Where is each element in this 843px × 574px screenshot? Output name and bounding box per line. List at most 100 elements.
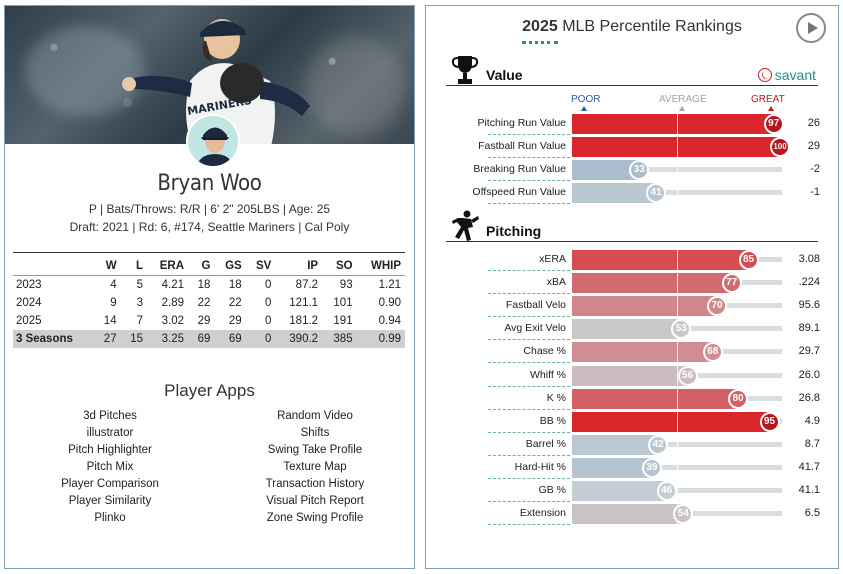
stats-cell: 69	[214, 329, 246, 348]
percentile-bar	[572, 250, 751, 270]
percentile-badge: 95	[759, 411, 780, 432]
metric-row[interactable]: xERA 85 3.08	[426, 249, 838, 271]
stats-cell: 4.21	[161, 279, 184, 292]
percentile-badge: 77	[721, 273, 742, 294]
stats-header: ERA	[147, 252, 188, 276]
metric-value: 41.7	[798, 460, 820, 473]
metric-label: Whiff %	[530, 368, 566, 381]
scale-label-average: AVERAGE	[659, 94, 707, 105]
savant-link[interactable]: savant	[757, 67, 816, 83]
stats-cell: 191	[333, 315, 353, 327]
metric-value: 3.08	[798, 253, 820, 265]
metric-row[interactable]: K % 80 26.8	[426, 387, 838, 410]
stats-cell: 385	[322, 329, 357, 348]
percentile-badge: 56	[677, 365, 698, 386]
pitching-stats-table: W L ERA G GS SV IP SO WHIP 2023 4 5 4.21 18 1…	[13, 252, 405, 348]
rankings-title-text: MLB Percentile Rankings	[557, 18, 742, 35]
stats-header: IP	[275, 252, 323, 276]
metric-row[interactable]: Hard-Hit % 39 41.7	[426, 456, 838, 479]
metric-row[interactable]: Fastball Velo 70 95.6	[426, 295, 838, 318]
value-section-header: Value savant	[446, 56, 818, 86]
average-line	[677, 480, 678, 502]
player-draft-info: Draft: 2021 | Rd: 6, #174, Seattle Marin…	[69, 220, 350, 234]
metric-label: GB %	[538, 484, 566, 496]
stats-cell: 27	[94, 329, 121, 348]
player-app-link[interactable]: Pitch Mix	[86, 461, 134, 473]
stats-cell: 9	[110, 297, 117, 309]
stats-header: WHIP	[356, 252, 405, 276]
metric-divider	[488, 408, 570, 410]
metric-divider	[488, 180, 570, 181]
metric-row[interactable]: Offspeed Run Value 41 -1	[426, 182, 838, 204]
stats-header-row: W L ERA G GS SV IP SO WHIP	[13, 252, 405, 276]
player-app-link[interactable]: Plinko	[94, 512, 126, 524]
savant-label: savant	[774, 67, 816, 83]
average-line	[677, 272, 678, 295]
player-app-link[interactable]: Transaction History	[265, 478, 365, 490]
player-app-link[interactable]: Texture Map	[283, 461, 347, 473]
player-bio: P | Bats/Throws: R/R | 6' 2" 205LBS | Ag…	[88, 202, 331, 216]
metric-row[interactable]: BB % 95 4.9	[426, 410, 838, 433]
player-app-link[interactable]: Pitch Highlighter	[68, 444, 152, 456]
player-app-link[interactable]: Player Similarity	[68, 495, 152, 507]
metric-row[interactable]: Avg Exit Velo 53 89.1	[426, 318, 838, 341]
stats-cell: 0	[264, 279, 272, 292]
metric-label: Pitching Run Value	[477, 117, 566, 129]
stats-cell: 3.25	[147, 329, 188, 348]
player-app-link[interactable]: Visual Pitch Report	[266, 495, 364, 507]
metric-row[interactable]: Fastball Run Value 100 29	[426, 136, 838, 158]
metric-row[interactable]: Pitching Run Value 97 26	[426, 113, 838, 135]
title-underline	[522, 41, 558, 44]
metric-divider	[488, 454, 570, 456]
percentile-bar	[572, 342, 715, 363]
stats-cell: 5	[136, 279, 143, 292]
metric-row[interactable]: Whiff % 56 26.0	[426, 364, 838, 387]
metric-value: 4.9	[804, 414, 820, 427]
player-app-link[interactable]: 3d Pitches	[83, 410, 137, 422]
percentile-bar	[572, 273, 734, 294]
rankings-year: 2025	[522, 18, 558, 35]
player-app-link[interactable]: Zone Swing Profile	[266, 512, 364, 524]
metric-row[interactable]: Breaking Run Value 33 -2	[426, 159, 838, 181]
player-app-link[interactable]: Random Video	[277, 410, 353, 422]
metric-value: 29	[807, 140, 820, 152]
player-apps-left-column: 3d Pitches illustrator Pitch Highlighter Pi…	[30, 408, 190, 527]
average-line	[677, 456, 678, 479]
metric-divider	[488, 203, 570, 204]
percentile-badge: 80	[728, 388, 748, 409]
percentile-bar	[572, 411, 772, 432]
player-app-link[interactable]: Swing Take Profile	[267, 444, 363, 456]
metric-value: 26.0	[798, 368, 820, 381]
stats-cell: 22	[228, 297, 242, 309]
metric-label: Avg Exit Velo	[504, 322, 566, 335]
player-app-link[interactable]: Player Comparison	[61, 478, 159, 490]
percentile-badge: 39	[641, 457, 662, 478]
metric-divider	[488, 293, 570, 295]
player-app-link[interactable]: Shifts	[300, 427, 330, 439]
metric-divider	[488, 501, 570, 502]
stats-cell: 0	[264, 315, 272, 327]
average-line	[677, 159, 678, 181]
metric-value: .224	[798, 276, 820, 289]
stats-header: L	[120, 252, 147, 276]
player-card: MARINERS Bryan Woo P | Bats/Throws: R/R …	[4, 5, 415, 569]
metric-row[interactable]: Barrel % 42 8.7	[426, 433, 838, 456]
metric-row[interactable]: Extension 54 6.5	[426, 503, 838, 526]
average-line	[677, 249, 678, 271]
play-button[interactable]	[796, 13, 826, 43]
player-app-link[interactable]: illustrator	[86, 427, 134, 439]
metric-divider	[488, 157, 570, 158]
metric-row[interactable]: Chase % 68 29.7	[426, 341, 838, 364]
stats-cell: 2.89	[161, 297, 184, 309]
player-apps-title: Player Apps	[164, 381, 255, 400]
stats-cell: 7	[136, 315, 143, 327]
metric-value: 89.1	[798, 322, 820, 335]
table-row: 2024 9 3 2.89 22 22 0 121.1 101 0.90	[13, 294, 405, 312]
stats-cell: 0	[245, 329, 276, 348]
metric-value: 95.6	[798, 299, 820, 312]
metric-row[interactable]: xBA 77 .224	[426, 272, 838, 295]
metric-row[interactable]: GB % 46 41.1	[426, 480, 838, 502]
stats-cell: 2024	[16, 297, 42, 309]
stats-header: GS	[214, 252, 246, 276]
stats-header: G	[188, 252, 215, 276]
